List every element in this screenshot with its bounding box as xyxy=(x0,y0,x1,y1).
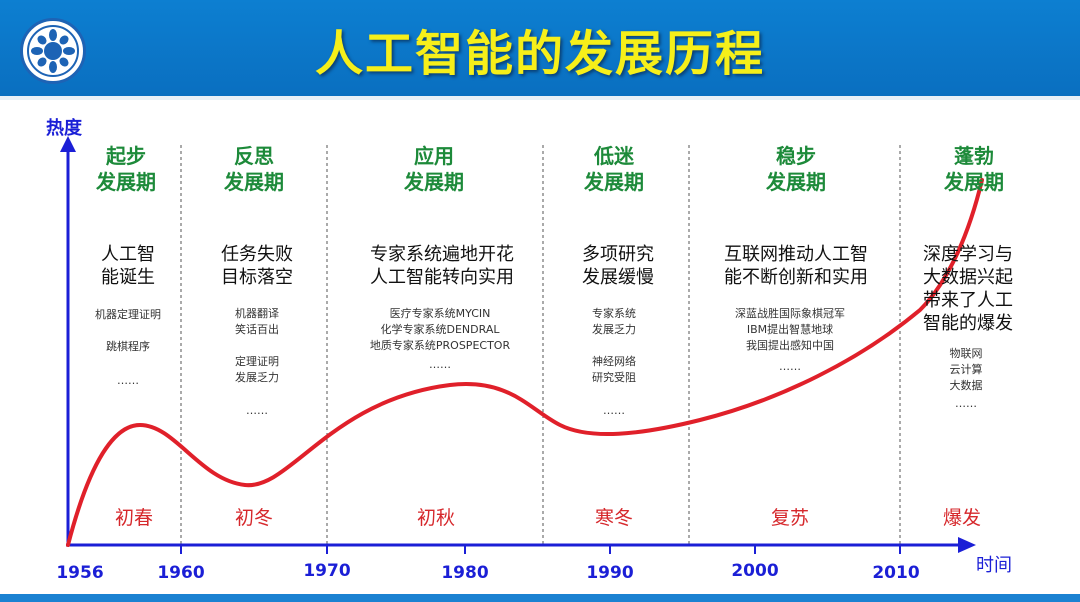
period-detail: 神经网络 xyxy=(592,354,636,368)
header-divider xyxy=(0,96,1080,100)
period-season: 初冬 xyxy=(235,507,273,529)
period-detail: 深蓝战胜国际象棋冠军 xyxy=(735,306,845,320)
x-tick-label: 1960 xyxy=(157,563,204,583)
period-headline: 人工智能转向实用 xyxy=(370,267,514,288)
period-name: 发展期 xyxy=(95,170,156,194)
period-detail: 定理证明 xyxy=(235,354,279,368)
period-name: 发展期 xyxy=(943,170,1004,194)
y-axis-label: 热度 xyxy=(46,117,83,139)
x-tick-label: 2000 xyxy=(731,561,778,581)
period-season: 寒冬 xyxy=(595,507,633,529)
x-tick-label: 1980 xyxy=(441,563,488,583)
period-detail: 机器翻译 xyxy=(235,306,279,320)
emblem-icon xyxy=(27,25,79,77)
period-detail: 专家系统 xyxy=(592,306,636,320)
period-name: 反思 xyxy=(234,144,274,168)
period-ellipsis: …… xyxy=(955,397,977,410)
period-headline: 任务失败 xyxy=(221,244,293,265)
period-detail: 医疗专家系统MYCIN xyxy=(390,306,491,320)
period-ellipsis: …… xyxy=(779,360,801,373)
period-detail: 跳棋程序 xyxy=(106,339,150,353)
heat-curve xyxy=(66,178,984,547)
period-detail: 笑话百出 xyxy=(235,322,279,336)
x-tick-label: 1970 xyxy=(303,561,350,581)
period-detail: 发展乏力 xyxy=(592,322,636,336)
footer-strip xyxy=(0,594,1080,602)
y-axis-arrow xyxy=(60,136,76,152)
header-banner xyxy=(0,0,1080,96)
period-season: 初秋 xyxy=(417,507,455,529)
period-detail: 云计算 xyxy=(950,362,983,376)
period-headline: 目标落空 xyxy=(221,267,293,288)
period-name: 发展期 xyxy=(583,170,644,194)
x-axis-label: 时间 xyxy=(976,555,1012,576)
period-headline: 能诞生 xyxy=(101,267,155,288)
period-headline: 智能的爆发 xyxy=(923,313,1013,334)
period-name: 蓬勃 xyxy=(954,144,994,168)
period-headline: 带来了人工 xyxy=(923,290,1013,311)
period-headline: 人工智 xyxy=(101,244,155,265)
period-name: 发展期 xyxy=(223,170,284,194)
period-headline: 多项研究 xyxy=(582,244,654,265)
period-ellipsis: …… xyxy=(117,374,139,387)
period-detail: 发展乏力 xyxy=(235,370,279,384)
period-detail: 大数据 xyxy=(950,378,983,392)
period-headline: 深度学习与 xyxy=(923,244,1013,265)
period-detail: 机器定理证明 xyxy=(95,307,161,321)
period-headline: 发展缓慢 xyxy=(582,267,654,288)
period-detail: 化学专家系统DENDRAL xyxy=(381,322,501,336)
period-season: 复苏 xyxy=(771,507,809,529)
period-headline: 互联网推动人工智 xyxy=(724,244,868,265)
period-name: 起步 xyxy=(105,144,146,168)
logo-emblem xyxy=(20,18,86,84)
x-tick-label: 1990 xyxy=(586,563,633,583)
period-detail: 物联网 xyxy=(950,346,983,360)
period-headline: 专家系统遍地开花 xyxy=(370,244,514,265)
period-name: 低迷 xyxy=(593,144,635,168)
period-ellipsis: …… xyxy=(246,404,268,417)
period-name: 应用 xyxy=(414,144,454,168)
period-ellipsis: …… xyxy=(603,404,625,417)
period-season: 爆发 xyxy=(943,507,981,529)
period-detail: 地质专家系统PROSPECTOR xyxy=(370,338,511,352)
period-ellipsis: …… xyxy=(429,358,451,371)
period-detail: 我国提出感知中国 xyxy=(746,338,834,352)
period-name: 发展期 xyxy=(403,170,464,194)
x-tick-label: 2010 xyxy=(872,563,919,583)
x-tick-label: 1956 xyxy=(56,563,103,583)
period-headline: 大数据兴起 xyxy=(923,267,1013,288)
period-detail: IBM提出智慧地球 xyxy=(747,322,833,336)
period-name: 发展期 xyxy=(765,170,826,194)
x-axis-arrow xyxy=(958,537,976,553)
page-title: 人工智能的发展历程 xyxy=(314,26,765,82)
period-name: 稳步 xyxy=(776,144,816,168)
period-detail: 研究受阻 xyxy=(592,370,636,384)
period-season: 初春 xyxy=(115,507,153,529)
period-headline: 能不断创新和实用 xyxy=(724,267,868,288)
